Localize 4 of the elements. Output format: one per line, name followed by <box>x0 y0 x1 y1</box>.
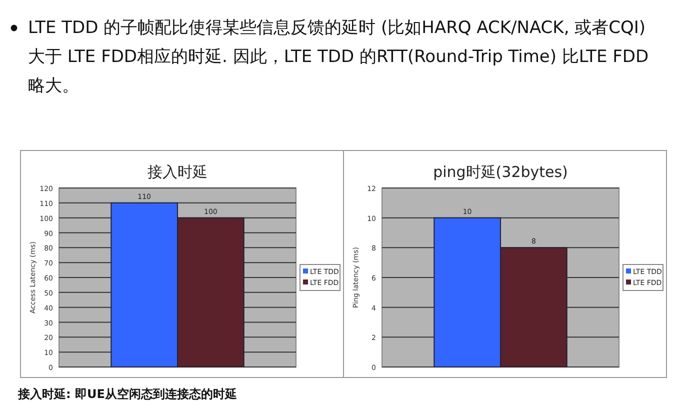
chart-title: ping时延(32bytes) <box>433 163 568 181</box>
text: LTE TDD 的子帧配比使得某些信息反馈的延时 (比如HARQ ACK/NACK, 或者CQI) 大于 LTE FDD相应的时延. 因此，LTE TDD 的RTT(Round-Trip Time) 比LTE FDD 略大。 <box>28 17 650 98</box>
chart-title: 接入时延 <box>148 163 208 181</box>
text: 接入时延: 即UE从空闲态到连接态的时延 <box>18 386 237 403</box>
